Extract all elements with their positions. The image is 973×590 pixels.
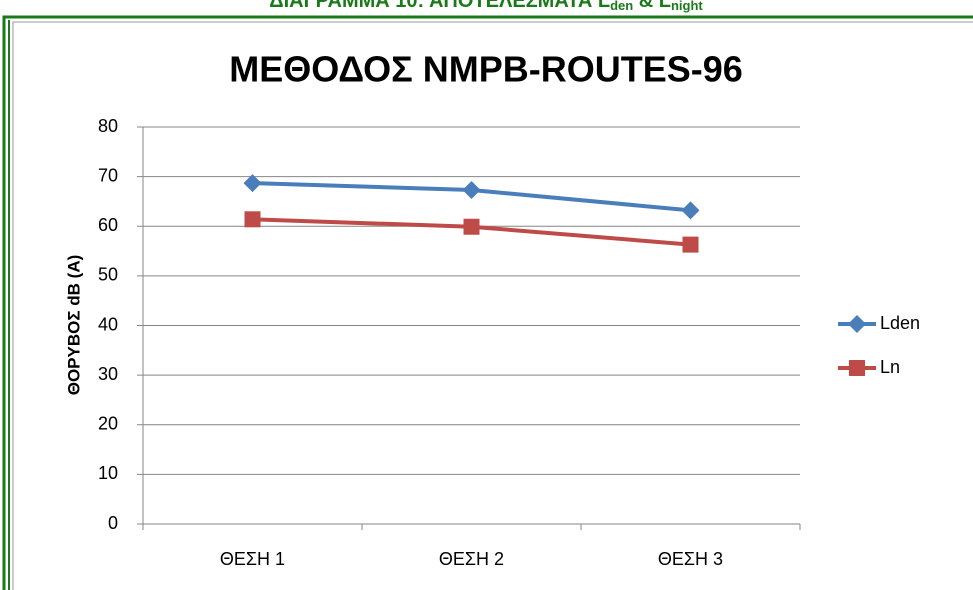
- y-tick-label: 0: [108, 513, 118, 533]
- legend-label: Lden: [880, 313, 920, 333]
- legend-marker: [848, 315, 866, 333]
- x-tick-label: ΘΕΣΗ 3: [658, 549, 723, 569]
- y-tick-label: 60: [98, 215, 118, 235]
- point: [244, 211, 261, 228]
- header-text: & L: [633, 0, 671, 12]
- x-tick-label: ΘΕΣΗ 2: [439, 549, 504, 569]
- y-tick-label: 40: [98, 314, 118, 334]
- frame: [2, 15, 973, 590]
- y-tick-label: 10: [98, 463, 118, 483]
- x-tick-label: ΘΕΣΗ 1: [220, 549, 285, 569]
- y-tick-label: 70: [98, 165, 118, 185]
- point: [462, 181, 481, 200]
- legend-marker: [849, 360, 865, 376]
- point: [243, 174, 262, 193]
- y-axis-label: ΘΟΡΥΒΟΣ dB (A): [64, 255, 83, 396]
- page-header: ΔΙΑΓΡΑΜΜΑ 10: ΑΠΟΤΕΛΕΣΜΑΤΑ Lden & Lnight: [269, 0, 703, 13]
- point: [681, 201, 700, 220]
- chart-border: [12, 21, 973, 590]
- chart-title: ΜΕΘΟΔΟΣ NMPB-ROUTES-96: [229, 49, 743, 90]
- point: [463, 218, 480, 235]
- y-tick-label: 80: [98, 116, 118, 136]
- y-tick-label: 30: [98, 364, 118, 384]
- header-text: ΔΙΑΓΡΑΜΜΑ 10: ΑΠΟΤΕΛΕΣΜΑΤΑ L: [269, 0, 610, 12]
- legend-label: Ln: [880, 357, 900, 377]
- point: [682, 236, 699, 253]
- y-tick-label: 20: [98, 414, 118, 434]
- header-sub: night: [671, 0, 703, 13]
- y-tick-label: 50: [98, 265, 118, 285]
- header-sub: den: [610, 0, 633, 13]
